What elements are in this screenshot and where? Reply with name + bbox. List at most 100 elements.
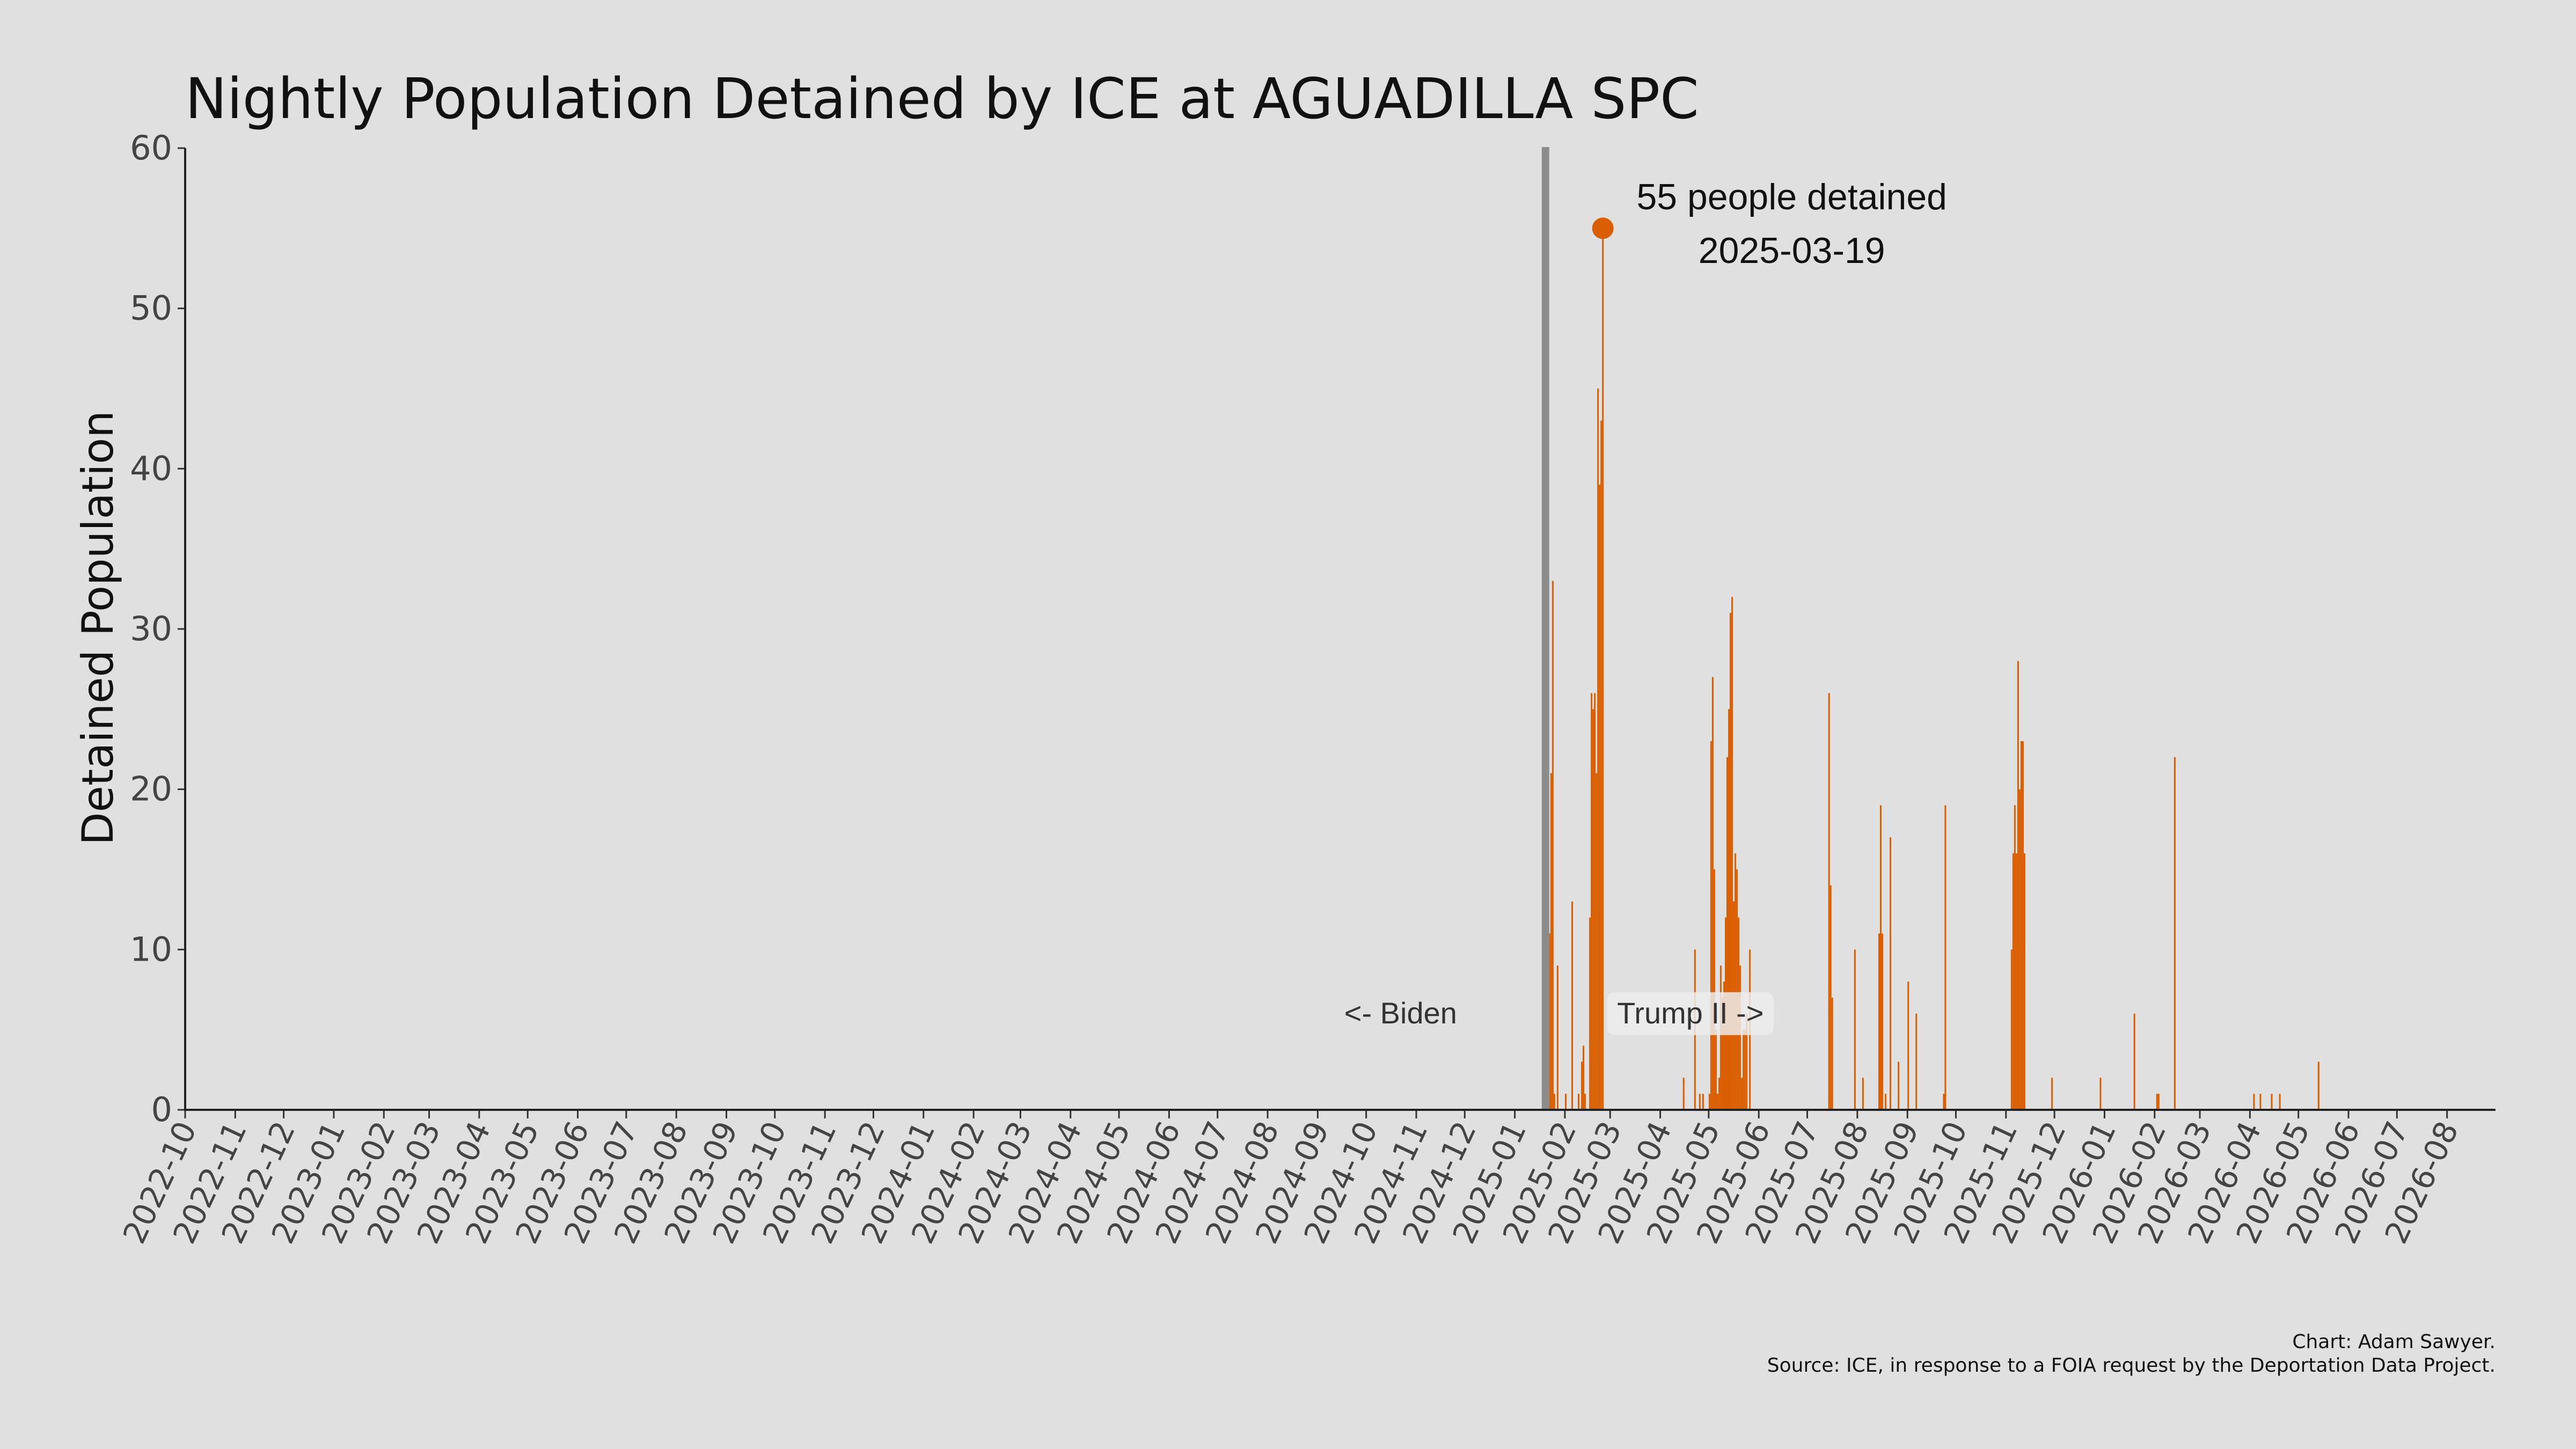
bar (1548, 933, 1550, 1110)
era-label-trump: Trump II -> (1617, 996, 1763, 1030)
bar (1584, 1094, 1586, 1110)
bar (1719, 965, 1722, 1110)
bar (1743, 1029, 1745, 1110)
bar (1553, 1094, 1555, 1110)
bar (1715, 1029, 1717, 1110)
chart-title: Nightly Population Detained by ICE at AG… (185, 66, 1699, 131)
era-label-biden: <- Biden (1344, 996, 1457, 1030)
bar (1571, 901, 1574, 1110)
y-tick-label: 20 (130, 770, 172, 809)
bar (1699, 1094, 1701, 1110)
y-tick-label: 30 (130, 609, 172, 648)
bar (2022, 741, 2024, 1110)
bar (2156, 1094, 2158, 1110)
bar (1602, 228, 1604, 1110)
bar (1597, 389, 1599, 1110)
bars (1548, 228, 2319, 1110)
bar (1556, 965, 1558, 1110)
bar (1944, 805, 1946, 1110)
bar (1583, 1045, 1585, 1110)
bar (2017, 661, 2019, 1110)
bar (2271, 1094, 2273, 1110)
y-axis-label: Detained Population (73, 411, 123, 845)
bar (2279, 1094, 2281, 1110)
bar (1591, 693, 1593, 1110)
bar (2023, 853, 2025, 1110)
bar (2014, 805, 2016, 1110)
bar (1600, 420, 1602, 1110)
bar (1730, 613, 1732, 1110)
y-tick-label: 40 (130, 449, 172, 488)
chart-credit: Chart: Adam Sawyer. (2292, 1331, 2496, 1353)
bar (1831, 997, 1833, 1110)
bar (1854, 949, 1856, 1110)
bar (2099, 1078, 2102, 1110)
bar (1739, 965, 1741, 1110)
bar (1552, 581, 1554, 1110)
bar (1713, 869, 1715, 1110)
peak-annotation-count: 55 people detained (1636, 177, 1947, 217)
peak-annotation-date: 2025-03-19 (1699, 230, 1885, 271)
bar (1828, 693, 1830, 1110)
bar (1710, 741, 1712, 1110)
bar (1728, 709, 1730, 1110)
bar (1943, 1094, 1945, 1110)
bar (2051, 1078, 2053, 1110)
bar (1564, 1094, 1567, 1110)
bar (1682, 1078, 1685, 1110)
bar (1878, 933, 1880, 1110)
bar (1723, 982, 1725, 1110)
bar (1898, 1062, 1900, 1110)
bar (1885, 1094, 1887, 1110)
bar (1581, 1062, 1583, 1110)
bar (1721, 997, 1723, 1110)
bar (1880, 805, 1882, 1110)
bar (1744, 1029, 1746, 1110)
bar (1596, 773, 1598, 1110)
y-axis-ticks: 0 10 20 30 40 50 60 (130, 128, 185, 1129)
bar (1550, 773, 1552, 1110)
bar (1829, 885, 1832, 1110)
bar (2174, 757, 2176, 1110)
bar (1594, 693, 1596, 1110)
bar (1862, 1078, 1864, 1110)
x-axis-ticks: 2022-102022-112022-122023-012023-022023-… (116, 1110, 2465, 1249)
bar (2317, 1062, 2319, 1110)
y-tick-label: 10 (130, 930, 172, 969)
data-source: Source: ICE, in response to a FOIA reque… (1767, 1355, 2496, 1377)
bar (2133, 1013, 2135, 1110)
era-label-trump-background (1607, 992, 1774, 1035)
axes (184, 148, 2496, 1111)
bar (1741, 1078, 1743, 1110)
y-tick-label: 50 (130, 289, 172, 328)
bar (1726, 757, 1729, 1110)
peak-marker (1592, 217, 1614, 239)
bar (1578, 1094, 1580, 1110)
bar (1882, 933, 1884, 1110)
bar (2018, 789, 2021, 1110)
bar (1589, 917, 1591, 1110)
bar (1746, 1013, 1748, 1110)
bar (2253, 1094, 2255, 1110)
bar (2020, 741, 2022, 1110)
bar (2010, 949, 2012, 1110)
bar (1736, 869, 1738, 1110)
bar (1735, 853, 1737, 1110)
bar (1702, 1094, 1704, 1110)
bar (1731, 597, 1733, 1110)
y-tick-label: 60 (130, 128, 172, 167)
bar (1907, 982, 1909, 1110)
y-tick-label: 0 (151, 1090, 172, 1129)
bar (2015, 853, 2017, 1110)
bar (2012, 853, 2014, 1110)
bar (2259, 1094, 2262, 1110)
bar (1718, 1078, 1720, 1110)
bar (1708, 1094, 1710, 1110)
bar (1915, 1013, 1918, 1110)
bar (2157, 1094, 2160, 1110)
bar (1890, 837, 1892, 1110)
bar (1711, 677, 1714, 1110)
bar (1716, 1094, 1718, 1110)
